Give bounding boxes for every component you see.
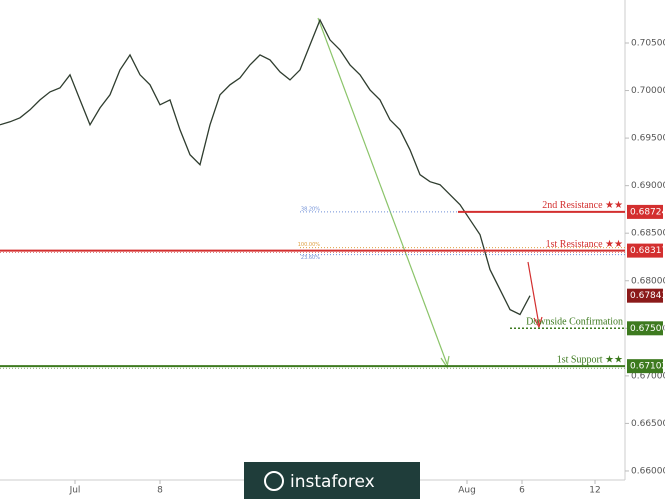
level-name: 2nd Resistance ★★ [542, 200, 623, 211]
level-name: Downside Confirmation [526, 317, 623, 328]
trend-arrow [317, 17, 448, 365]
x-tick-label: 12 [589, 486, 600, 496]
level-price-label: 0.67102 [630, 362, 665, 372]
watermark-box [244, 462, 420, 499]
y-tick-label: 0.66500 [631, 419, 665, 429]
x-tick-label: 6 [519, 486, 525, 496]
last-price-box [627, 288, 663, 303]
last-price-label: 0.67843 [630, 291, 665, 301]
y-tick-label: 0.69500 [631, 134, 665, 144]
y-tick-label: 0.69000 [631, 181, 665, 191]
y-tick-label: 0.68500 [631, 229, 665, 239]
y-tick-label: 0.70000 [631, 86, 665, 96]
forecast-arrow-head [533, 316, 543, 329]
y-tick-label: 0.68000 [631, 276, 665, 286]
y-tick-label: 0.67000 [631, 371, 665, 381]
watermark-icon [264, 471, 284, 491]
level-price-label: 0.68317 [630, 246, 665, 256]
level-price-label: 0.68724 [630, 207, 665, 217]
watermark-text: instaforex [290, 472, 375, 492]
y-tick-label: 0.70500 [631, 38, 665, 48]
fib-label: 23.60% [301, 255, 320, 261]
forecast-arrow [527, 261, 540, 326]
fib-label: 38.20% [301, 206, 320, 212]
level-price-box [627, 204, 663, 219]
price-line [0, 18, 531, 316]
watermark: instaforex [244, 462, 420, 499]
x-tick-label: Jul [69, 486, 81, 496]
fib-label: 100.00% [298, 242, 320, 248]
level-price-label: 0.67500 [630, 324, 665, 334]
x-tick-label: 8 [157, 486, 163, 496]
x-tick-label: Aug [458, 486, 476, 496]
level-name: 1st Resistance ★★ [546, 239, 623, 250]
level-name: 1st Support ★★ [557, 354, 623, 365]
y-tick-label: 0.66000 [631, 466, 665, 476]
level-price-box [627, 243, 663, 258]
level-price-box [627, 359, 663, 374]
level-price-box [627, 321, 663, 336]
